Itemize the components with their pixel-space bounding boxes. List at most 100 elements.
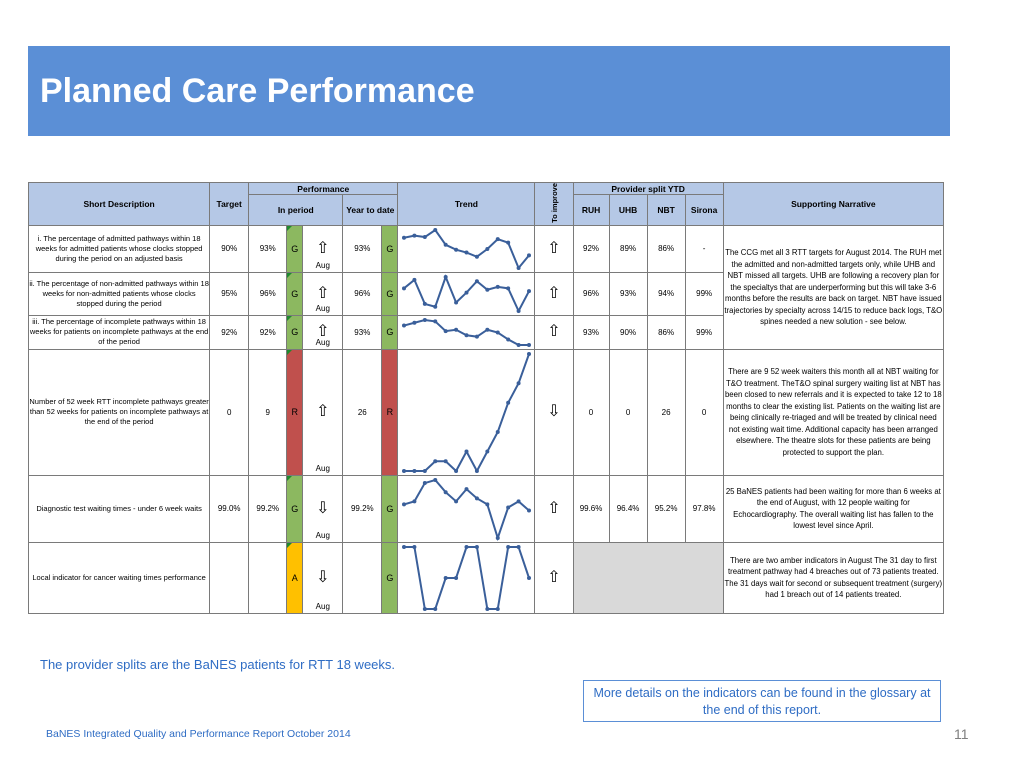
performance-table: Short Description Target Performance Tre… [27,181,945,614]
row-uhb: 90% [608,314,648,350]
trend-point [423,317,428,322]
row-improve: ⇧ [534,541,574,614]
trend-point [516,342,521,347]
header-in-period: In period [248,194,344,226]
row-target: 90% [209,224,250,273]
trend-point [485,246,490,251]
row-period-value: 99.2% [248,474,288,543]
report-footer: BaNES Integrated Quality and Performance… [46,728,351,740]
trend-point [516,381,521,386]
trend-point [423,234,428,239]
trend-point [412,320,417,325]
trend-point [444,459,449,464]
row-direction: ⇧ Aug [302,224,344,273]
row-period-rag: G [286,224,304,273]
trend-point [496,330,501,335]
header-ruh: RUH [572,194,610,226]
trend-point [475,468,480,473]
row-target: 95% [209,271,250,316]
header-target: Target [209,182,250,226]
improve-arrow-icon: ⇧ [547,323,561,341]
row-period-rag: G [286,474,304,543]
trend-point [527,351,532,356]
trend-point [527,253,532,258]
trend-point [423,468,428,473]
trend-point [402,235,407,240]
trend-sparkline [402,351,532,473]
direction-arrow-icon: ⇩ [316,568,330,586]
trend-point [516,308,521,313]
trend-point [506,240,511,245]
table-row: i. The percentage of admitted pathways w… [27,224,945,350]
narrative-diagnostic: 25 BaNES patients had been waiting for m… [722,474,945,543]
trend-point [464,250,469,255]
trend-point [454,300,459,305]
header-sirona: Sirona [684,194,724,226]
header-year-to-date: Year to date [342,194,399,226]
trend-point [423,606,428,611]
row-ytd-rag: G [381,224,399,273]
trend-point [444,328,449,333]
trend-point [496,237,501,242]
improve-arrow-icon: ⇩ [547,403,561,421]
header-trend: Trend [397,182,536,226]
table-row: Diagnostic test waiting times - under 6 … [27,474,945,543]
direction-arrow-icon: ⇩ [316,499,330,517]
trend-point [402,502,407,507]
trend-point [464,290,469,295]
row-ytd-value: 96% [342,271,383,316]
trend-point [516,499,521,504]
improve-arrow-icon: ⇧ [547,568,561,586]
trend-point [475,279,480,284]
table-row: Local indicator for cancer waiting times… [27,541,945,614]
improve-arrow-icon: ⇧ [547,239,561,257]
trend-point [485,327,490,332]
row-period-value: 96% [248,271,288,316]
row-period-value: 93% [248,224,288,273]
row-trend [397,314,536,350]
row-nbt: 86% [646,314,686,350]
row-ytd-value [342,541,383,614]
trend-point [475,254,480,259]
trend-point [475,334,480,339]
trend-point [412,233,417,238]
trend-point [402,323,407,328]
row-ytd-value: 93% [342,314,383,350]
row-improve: ⇧ [534,271,574,316]
row-description: Local indicator for cancer waiting times… [27,541,211,614]
trend-point [402,544,407,549]
table-row: Number of 52 week RTT incomplete pathway… [27,348,945,476]
row-period-rag: G [286,314,304,350]
page-number: 11 [954,726,969,742]
trend-point [506,544,511,549]
header-performance: Performance [248,181,399,196]
row-trend [397,224,536,273]
header-short-description: Short Description [27,182,211,226]
row-target [209,541,250,614]
trend-point [527,575,532,580]
trend-point [433,606,438,611]
trend-point [464,449,469,454]
trend-point [485,502,490,507]
row-uhb: 0 [608,348,648,476]
trend-sparkline [402,274,532,314]
improve-arrow-icon: ⇧ [547,284,561,302]
trend-point [454,468,459,473]
provider-split-note: The provider splits are the BaNES patien… [40,657,396,672]
row-sirona: - [684,224,724,273]
row-ytd-rag: G [381,474,399,543]
trend-point [402,468,407,473]
trend-point [475,496,480,501]
row-improve: ⇧ [534,224,574,273]
row-target: 0 [209,348,250,476]
trend-point [516,544,521,549]
row-sirona: 0 [684,348,724,476]
row-nbt: 94% [646,271,686,316]
direction-arrow-icon: ⇧ [316,323,330,341]
row-ytd-value: 93% [342,224,383,273]
row-period-value: 9 [248,348,288,476]
trend-point [506,505,511,510]
trend-point [464,487,469,492]
trend-point [433,319,438,324]
row-nbt: 95.2% [646,474,686,543]
